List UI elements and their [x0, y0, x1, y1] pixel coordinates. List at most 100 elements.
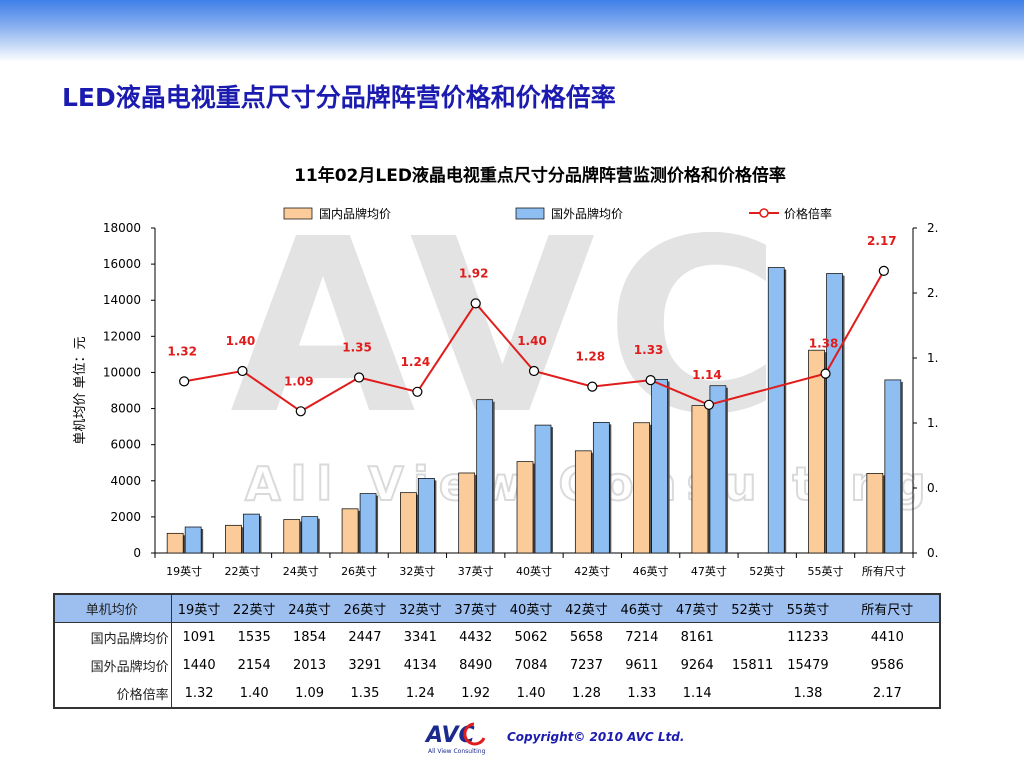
table-cell: 1854 — [293, 629, 327, 645]
table-column-header: 42英寸 — [558, 593, 615, 623]
bar-domestic — [283, 519, 301, 554]
table-row-label: 国内品牌均价 — [52, 622, 172, 651]
table-cell: 1.09 — [281, 679, 338, 709]
y2-tick-label: 1. — [927, 416, 938, 430]
table-cell: 4134 — [403, 657, 437, 673]
price-data-table: 单机均价 19英寸 22英寸 24英寸 26英寸 32英寸 37英寸 40英寸 42英寸 46英寸… — [52, 593, 942, 709]
bar-foreign — [418, 478, 435, 554]
table-cell: 1.28 — [558, 679, 615, 709]
table-column-header: 32英寸 — [392, 593, 448, 623]
table-column-header: 46英寸 — [614, 593, 670, 623]
ratio-point — [587, 381, 598, 392]
legend-label-domestic: 国内品牌均价 — [319, 207, 391, 221]
bar-foreign — [651, 379, 668, 554]
ratio-data-label: 1.32 — [167, 344, 197, 358]
y-tick-label: 18000 — [103, 221, 141, 235]
y2-tick-label: 1. — [927, 351, 938, 365]
table-cell: 4410 — [835, 622, 942, 651]
ratio-point — [470, 298, 481, 309]
bar-foreign — [359, 493, 377, 554]
table-row-label: 国外品牌均价 — [52, 651, 172, 679]
ratio-data-label: 1.40 — [226, 334, 256, 348]
table-cell: 2.17 — [835, 679, 942, 709]
bar-domestic — [458, 472, 476, 554]
table-cell: 2447 — [348, 629, 382, 645]
bar-domestic — [341, 508, 359, 554]
bar-domestic — [225, 524, 242, 554]
x-tick-label: 55英寸 — [808, 564, 844, 578]
ratio-data-label: 1.14 — [692, 368, 722, 382]
bar-foreign — [884, 379, 902, 554]
ratio-point — [703, 399, 715, 410]
y2-tick-label: 2. — [927, 221, 938, 235]
table-cell: 5062 — [514, 629, 548, 645]
table-cell — [725, 623, 780, 652]
ratio-point — [295, 406, 306, 417]
ratio-point — [179, 376, 190, 387]
x-tick-label: 32英寸 — [399, 564, 435, 578]
table-cell: 3291 — [348, 657, 382, 673]
x-tick-label: 19英寸 — [166, 564, 202, 578]
table-cell: 1440 — [182, 657, 216, 673]
table-cell: 1.14 — [669, 679, 725, 709]
ratio-data-label: 1.24 — [401, 355, 431, 369]
table-cell: 2013 — [293, 657, 327, 673]
table-row: 国内品牌均价 1091 1535 1854 2447 3341 4432 5062 5658 72… — [52, 622, 942, 652]
table-cell: 7084 — [514, 657, 548, 673]
legend-label-ratio: 价格倍率 — [784, 206, 832, 221]
bar-domestic — [633, 422, 650, 554]
table-cell: 11233 — [787, 629, 829, 645]
table-cell: 4432 — [459, 629, 493, 645]
legend-label-foreign: 国外品牌均价 — [551, 207, 623, 221]
ratio-data-label: 1.28 — [576, 350, 606, 364]
table-column-header: 52英寸 — [724, 593, 781, 623]
table-cell: 5658 — [569, 629, 603, 645]
ratio-data-label: 1.09 — [284, 374, 314, 388]
ratio-point — [237, 365, 248, 377]
table-cell: 2154 — [237, 657, 271, 673]
bar-domestic — [808, 349, 825, 554]
chart-title: 11年02月LED液晶电视重点尺寸分品牌阵营监测价格和价格倍率 — [294, 165, 786, 186]
table-column-header: 37英寸 — [448, 593, 504, 623]
y2-tick-label: 0. — [927, 481, 938, 495]
x-tick-label: 37英寸 — [458, 564, 494, 578]
y-tick-label: 10000 — [103, 365, 141, 379]
bar-domestic — [866, 473, 884, 554]
y-tick-label: 14000 — [103, 293, 141, 307]
table-cell: 3341 — [403, 629, 437, 645]
bar-domestic — [574, 450, 592, 554]
x-tick-label: 46英寸 — [633, 564, 669, 578]
table-column-header: 22英寸 — [226, 593, 282, 623]
table-cell: 7214 — [625, 629, 659, 645]
bar-domestic — [516, 461, 534, 554]
x-tick-label: 26英寸 — [341, 564, 377, 578]
header-band — [0, 0, 1024, 62]
y-tick-label: 4000 — [110, 474, 141, 488]
y-tick-label: 2000 — [110, 510, 141, 524]
table-cell: 1.24 — [392, 679, 448, 709]
ratio-point — [353, 372, 365, 383]
ratio-data-label: 1.33 — [634, 343, 664, 357]
table-cell: 1535 — [237, 629, 271, 645]
table-row: 价格倍率 1.32 1.40 1.09 1.35 1.24 1.92 1.40 1.28 1.33… — [52, 679, 942, 709]
y-tick-label: 0 — [133, 546, 141, 560]
y-tick-label: 6000 — [110, 438, 141, 452]
table-column-header: 40英寸 — [503, 593, 559, 623]
table-cell: 1.35 — [337, 679, 393, 709]
bar-foreign — [301, 516, 319, 554]
ratio-point — [645, 375, 656, 386]
ratio-line — [183, 270, 885, 413]
bar-foreign — [476, 399, 494, 554]
ratio-data-label: 1.35 — [342, 341, 372, 355]
table-cell: 15479 — [787, 657, 829, 673]
table-cell: 1.40 — [503, 679, 559, 709]
y-tick-label: 16000 — [103, 257, 141, 271]
bar-domestic — [691, 405, 709, 554]
x-tick-label: 42英寸 — [574, 564, 610, 578]
table-cell: 8490 — [459, 657, 493, 673]
table-cell — [724, 679, 781, 709]
ratio-point — [528, 365, 540, 377]
bar-foreign — [826, 273, 843, 554]
slide-title: LED液晶电视重点尺寸分品牌阵营价格和价格倍率 — [62, 83, 616, 112]
table-column-header: 所有尺寸 — [835, 593, 942, 623]
